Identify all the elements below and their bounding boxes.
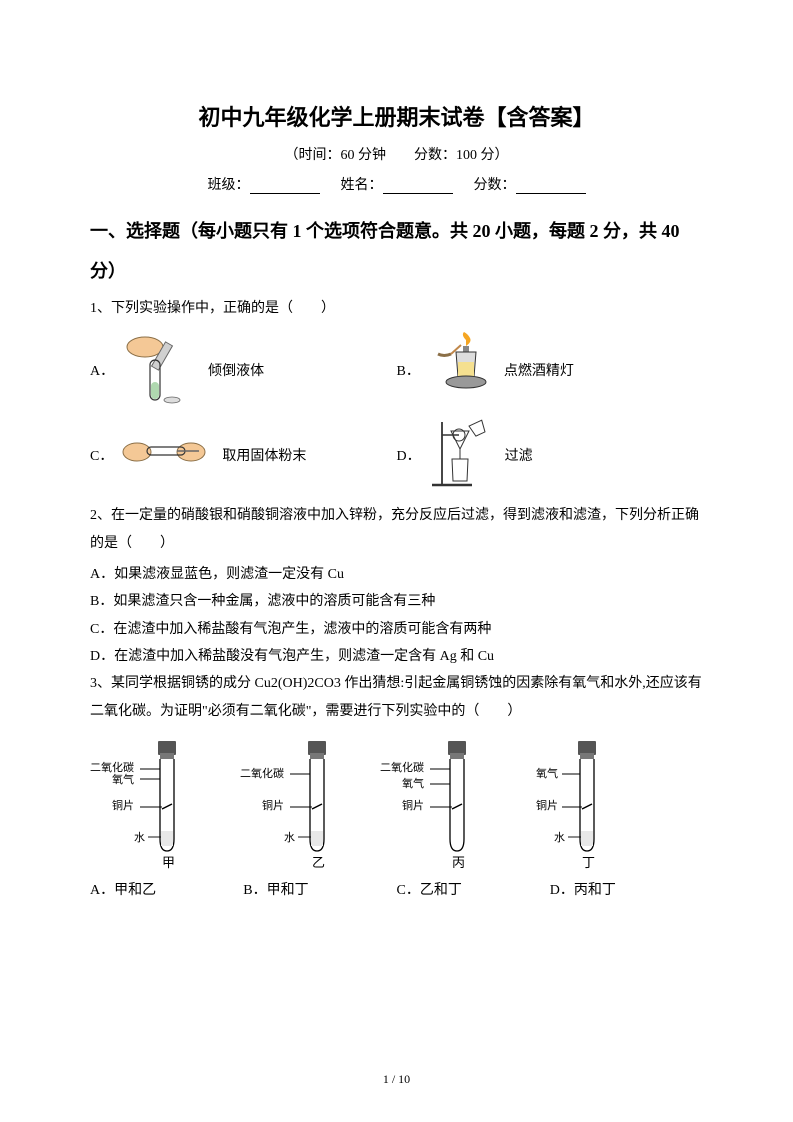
- q1-b-diagram: [426, 332, 496, 407]
- q1-d-text: 过滤: [505, 445, 533, 465]
- label-water: 水: [554, 831, 565, 844]
- q3-option-a: A．甲和乙: [90, 879, 243, 899]
- q1-text: 1、下列实验操作中，正确的是（ ）: [90, 295, 703, 322]
- q3-options: A．甲和乙 B．甲和丁 C．乙和丁 D．丙和丁: [90, 879, 703, 899]
- student-info-line: 班级： 姓名： 分数：: [90, 174, 703, 194]
- label-o2: 氧气: [402, 776, 424, 790]
- class-label: 班级：: [208, 178, 250, 193]
- label-co2: 二氧化碳: [380, 760, 424, 774]
- q1-a-diagram: [120, 332, 200, 407]
- label-copper: 铜片: [262, 798, 284, 812]
- name-blank: [383, 193, 453, 194]
- name-label: 姓名：: [341, 178, 383, 193]
- take-powder-icon: [119, 427, 214, 482]
- q1-c-diagram: [119, 427, 214, 482]
- tube-ding-icon: 氧气 铜片 水 丁: [520, 739, 625, 869]
- q3-text: 3、某同学根据铜锈的成分 Cu2(OH)2CO3 作出猜想:引起金属铜锈蚀的因素…: [90, 670, 703, 725]
- tube-bing-icon: 二氧化碳 氧气 铜片 丙: [380, 739, 490, 869]
- pour-liquid-icon: [120, 332, 200, 407]
- q1-row2: C． 取用固体粉末 D． 过滤: [90, 417, 703, 492]
- page-number: 1 / 10: [0, 1072, 793, 1087]
- label-o2: 氧气: [536, 766, 558, 780]
- time-score-line: （时间：60 分钟 分数：100 分）: [90, 144, 703, 164]
- class-blank: [250, 193, 320, 194]
- q1-c-text: 取用固体粉末: [222, 445, 306, 465]
- light-lamp-icon: [426, 332, 496, 407]
- q3-tube-yi: 二氧化碳 铜片 水 乙: [240, 739, 350, 869]
- filter-icon: [427, 417, 497, 492]
- q2-option-b: B．如果滤渣只含一种金属，滤液中的溶质可能含有三种: [90, 588, 703, 615]
- q2-option-d: D．在滤渣中加入稀盐酸没有气泡产生，则滤渣一定含有 Ag 和 Cu: [90, 643, 703, 670]
- label-copper: 铜片: [112, 798, 134, 812]
- q1-option-b: B． 点燃酒精灯: [397, 332, 704, 407]
- label-jia: 甲: [162, 855, 175, 869]
- q3-tube-jia: 二氧化碳 氧气 铜片 水 甲: [90, 739, 210, 869]
- label-o2: 氧气: [112, 772, 134, 786]
- tube-yi-icon: 二氧化碳 铜片 水 乙: [240, 739, 350, 869]
- score-label: 分数：: [474, 178, 516, 193]
- q1-option-a: A． 倾倒液体: [90, 332, 397, 407]
- score-blank: [516, 193, 586, 194]
- q1-b-label: B．: [397, 360, 420, 380]
- q3-option-c: C．乙和丁: [397, 879, 550, 899]
- q3-option-b: B．甲和丁: [243, 879, 396, 899]
- q2-option-a: A．如果滤液显蓝色，则滤渣一定没有 Cu: [90, 561, 703, 588]
- q3-diagrams: 二氧化碳 氧气 铜片 水 甲 二氧化碳 铜片 水 乙: [90, 739, 703, 869]
- q2-text: 2、在一定量的硝酸银和硝酸铜溶液中加入锌粉，充分反应后过滤，得到滤液和滤渣，下列…: [90, 502, 703, 557]
- q1-row1: A． 倾倒液体 B． 点燃酒精灯: [90, 332, 703, 407]
- q3-tube-ding: 氧气 铜片 水 丁: [520, 739, 625, 869]
- q1-b-text: 点燃酒精灯: [504, 360, 574, 380]
- section-1-header: 一、选择题（每小题只有 1 个选项符合题意。共 20 小题，每题 2 分，共 4…: [90, 212, 703, 291]
- q3-tube-bing: 二氧化碳 氧气 铜片 丙: [380, 739, 490, 869]
- q1-d-label: D．: [397, 445, 421, 465]
- label-co2: 二氧化碳: [90, 760, 134, 774]
- q1-option-d: D． 过滤: [397, 417, 704, 492]
- label-copper: 铜片: [402, 798, 424, 812]
- label-water: 水: [284, 831, 295, 844]
- q1-a-label: A．: [90, 360, 114, 380]
- q3-option-d: D．丙和丁: [550, 879, 703, 899]
- label-co2: 二氧化碳: [240, 766, 284, 780]
- label-bing: 丙: [452, 855, 465, 869]
- q1-a-text: 倾倒液体: [208, 360, 264, 380]
- label-yi: 乙: [312, 855, 325, 869]
- q1-d-diagram: [427, 417, 497, 492]
- tube-jia-icon: 二氧化碳 氧气 铜片 水 甲: [90, 739, 210, 869]
- q1-c-label: C．: [90, 445, 113, 465]
- label-copper: 铜片: [536, 798, 558, 812]
- label-ding: 丁: [582, 855, 595, 869]
- q2-options: A．如果滤液显蓝色，则滤渣一定没有 Cu B．如果滤渣只含一种金属，滤液中的溶质…: [90, 561, 703, 670]
- q1-option-c: C． 取用固体粉末: [90, 427, 397, 482]
- label-water: 水: [134, 831, 145, 844]
- q2-option-c: C．在滤渣中加入稀盐酸有气泡产生，滤液中的溶质可能含有两种: [90, 616, 703, 643]
- page-title: 初中九年级化学上册期末试卷【含答案】: [90, 100, 703, 132]
